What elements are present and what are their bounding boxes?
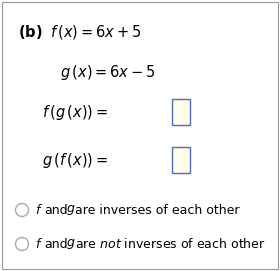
Text: and: and (44, 204, 68, 217)
FancyBboxPatch shape (172, 147, 190, 173)
Text: $f$: $f$ (35, 237, 43, 251)
Text: $g\,(x) = 6x - 5$: $g\,(x) = 6x - 5$ (60, 63, 156, 82)
Text: $f$: $f$ (35, 203, 43, 217)
Text: $g$: $g$ (66, 203, 75, 217)
Text: $f\,(g\,(x)) =$: $f\,(g\,(x)) =$ (42, 102, 108, 121)
Text: and: and (44, 237, 68, 250)
Text: $f\,(x) = 6x + 5$: $f\,(x) = 6x + 5$ (50, 23, 141, 41)
Text: are inverses of each other: are inverses of each other (75, 204, 239, 217)
FancyBboxPatch shape (2, 2, 278, 269)
FancyBboxPatch shape (172, 99, 190, 125)
Text: $g\,(f\,(x)) =$: $g\,(f\,(x)) =$ (42, 150, 108, 169)
Text: are $\mathit{not}$ inverses of each other: are $\mathit{not}$ inverses of each othe… (75, 237, 266, 251)
Text: $g$: $g$ (66, 237, 75, 251)
Text: $\mathbf{(b)}$: $\mathbf{(b)}$ (18, 23, 43, 41)
